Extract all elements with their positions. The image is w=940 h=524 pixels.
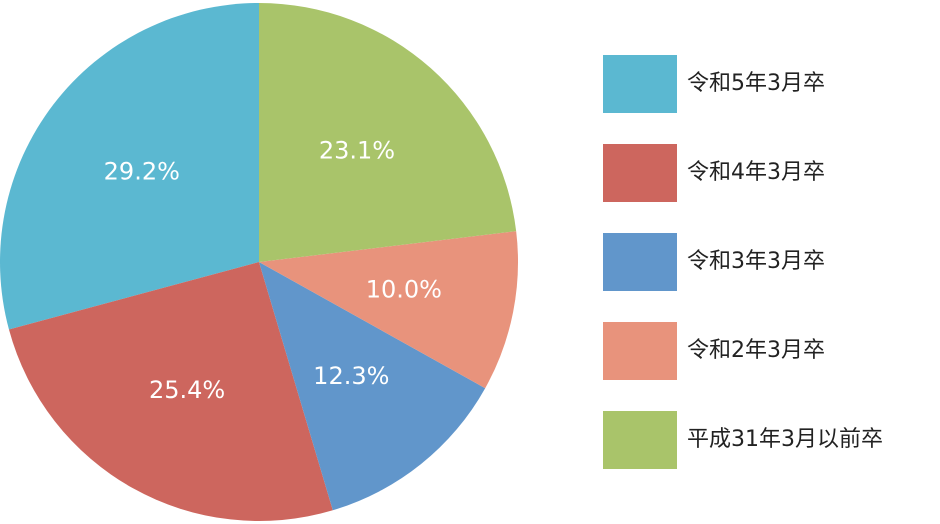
legend-label: 令和2年3月卒 bbox=[687, 338, 825, 363]
data-label: 12.3% bbox=[313, 362, 389, 390]
data-label: 29.2% bbox=[104, 157, 180, 185]
legend-swatch bbox=[603, 322, 677, 380]
legend-swatch bbox=[603, 411, 677, 469]
legend-swatch bbox=[603, 55, 677, 113]
legend-label: 令和5年3月卒 bbox=[687, 71, 825, 96]
legend-swatch bbox=[603, 144, 677, 202]
pie-slice bbox=[259, 262, 486, 511]
pie-slice bbox=[8, 262, 333, 521]
data-label: 23.1% bbox=[319, 137, 395, 165]
legend-label: 令和3年3月卒 bbox=[687, 249, 825, 274]
legend-label: 平成31年3月以前卒 bbox=[687, 427, 883, 452]
data-label: 10.0% bbox=[366, 276, 442, 304]
pie-slice bbox=[0, 3, 260, 330]
data-label: 25.4% bbox=[149, 376, 225, 404]
pie-slice bbox=[259, 231, 518, 389]
legend-swatch bbox=[603, 233, 677, 291]
pie-slice bbox=[259, 3, 517, 262]
legend-label: 令和4年3月卒 bbox=[687, 160, 825, 185]
